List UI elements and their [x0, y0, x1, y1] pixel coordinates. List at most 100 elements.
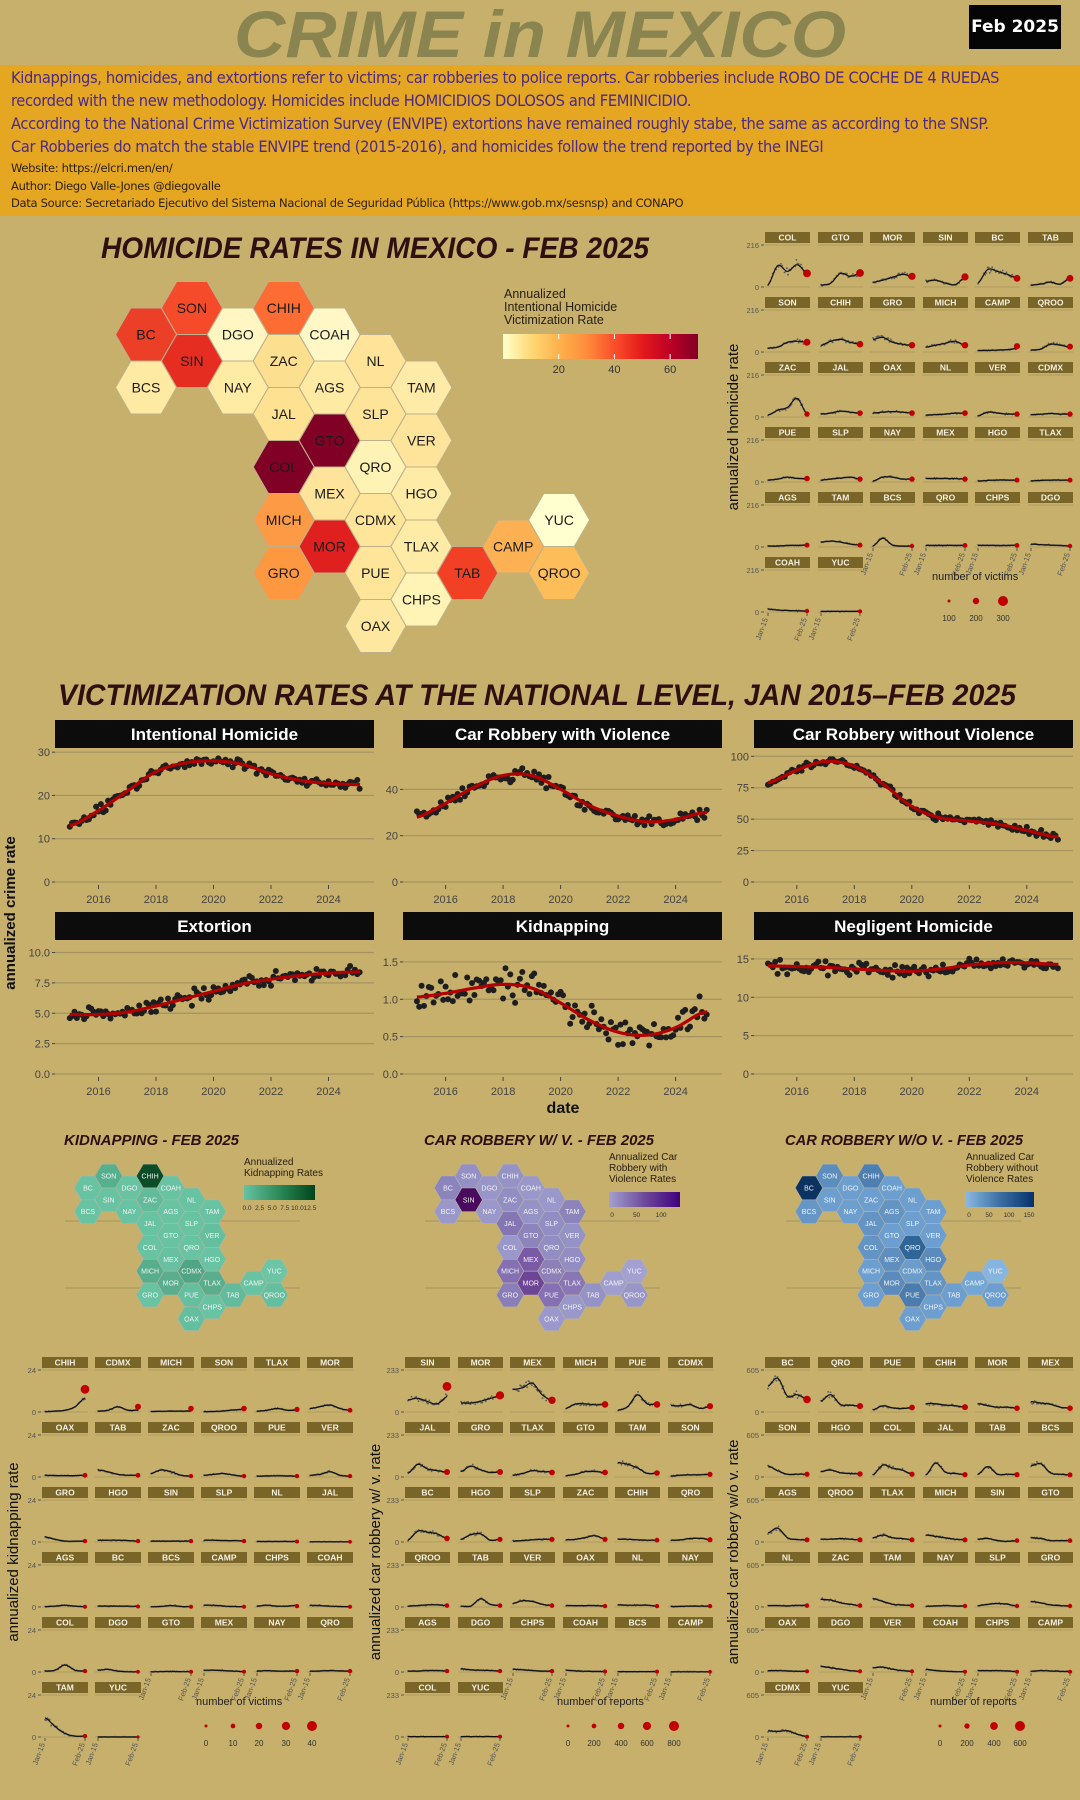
y-tick-label: 0 — [755, 478, 759, 487]
latest-value-dot — [497, 1668, 503, 1674]
facet-strip-label: NL — [940, 363, 951, 373]
facet-strip — [42, 1422, 88, 1433]
trend-line — [203, 1604, 245, 1608]
state-hex-chih[interactable]: CHIH — [252, 281, 315, 335]
facet-strip — [148, 1552, 194, 1563]
state-hex-tab[interactable]: TAB — [436, 546, 499, 600]
data-point — [415, 1395, 418, 1398]
data-point — [430, 1470, 433, 1473]
facet-panel-oax: OAX — [870, 362, 915, 418]
facet-panel-mich: MICH — [923, 1487, 968, 1543]
facet-panel-pue: PUE — [254, 1422, 300, 1479]
x-tick-label: Feb-25 — [1055, 552, 1072, 577]
y-tick-label: 0 — [32, 1603, 36, 1612]
y-tick-label: 0 — [755, 1408, 759, 1417]
trend-line — [872, 273, 913, 283]
facet-strip — [148, 1357, 194, 1368]
state-hex-zac[interactable]: ZAC — [252, 334, 315, 388]
facet-strip-label: VER — [989, 363, 1006, 373]
facet-strip — [42, 1357, 88, 1368]
facet-panel-slp: SLP — [510, 1487, 555, 1543]
facet-strip-label: CHIH — [627, 1488, 648, 1498]
facet-strip — [254, 1552, 300, 1563]
state-hex-col[interactable]: COL — [252, 440, 315, 494]
facet-strip-label: HGO — [831, 1423, 851, 1433]
y-tick-label: 0 — [755, 1473, 759, 1482]
state-hex-hgo[interactable]: HGO — [390, 466, 453, 521]
latest-value-dot — [188, 1538, 194, 1544]
latest-value-dot — [909, 1471, 915, 1477]
state-label: HGO — [405, 486, 437, 502]
state-hex-mich[interactable]: MICH — [252, 493, 315, 547]
state-label: SIN — [180, 353, 203, 369]
data-point — [831, 341, 834, 344]
facet-strip — [923, 427, 968, 438]
state-label: NAY — [224, 380, 252, 396]
trend-line — [98, 1539, 138, 1542]
state-hex-nay[interactable]: NAY — [206, 360, 269, 415]
data-point — [424, 1398, 427, 1401]
latest-value-dot — [962, 1537, 968, 1543]
facet-panel-tlax: TLAX — [870, 1487, 915, 1543]
data-point — [518, 1390, 520, 1393]
trend-line — [820, 1469, 861, 1475]
data-point — [800, 263, 802, 266]
facet-strip-label: GRO — [883, 298, 903, 308]
trend-line — [872, 411, 913, 414]
data-point — [637, 1391, 639, 1393]
state-label: BCS — [132, 380, 161, 396]
state-label: COAH — [309, 327, 349, 343]
data-point — [893, 277, 896, 280]
state-label: DGO — [222, 327, 254, 343]
state-hex-coah[interactable]: COAH — [298, 307, 361, 362]
data-point — [1001, 269, 1004, 272]
facet-panel-dgo: DGO — [95, 1617, 141, 1674]
data-point — [481, 1401, 484, 1404]
latest-value-dot — [602, 1536, 608, 1542]
facet-strip-label: HGO — [988, 428, 1008, 438]
state-hex-tlax[interactable]: TLAX — [390, 519, 453, 574]
data-point — [474, 1403, 477, 1405]
facet-strip-label: CAMP — [678, 1618, 703, 1628]
state-hex-chps[interactable]: CHPS — [390, 572, 453, 627]
state-label: MOR — [313, 539, 346, 555]
facet-panel-son: SON — [668, 1422, 713, 1478]
facet-strip-label: DGO — [108, 1618, 128, 1628]
facet-strip-label: QRO — [831, 1358, 851, 1368]
facet-panel-qroo: QROO — [1028, 297, 1073, 353]
homicide-map-title: HOMICIDE RATES IN MEXICO - FEB 2025 — [101, 232, 650, 265]
facet-panel-col: COL — [870, 1422, 915, 1478]
state-hex-bcs[interactable]: BCS — [114, 360, 178, 415]
facet-strip — [923, 362, 968, 373]
latest-value-dot — [1066, 274, 1074, 282]
x-tick-label: Feb-25 — [695, 1677, 712, 1702]
latest-value-dot — [961, 342, 969, 349]
latest-value-dot — [497, 1603, 503, 1608]
state-hex-tam[interactable]: TAM — [390, 360, 453, 415]
latest-value-dot — [1067, 543, 1073, 549]
state-label: TAB — [454, 565, 480, 581]
state-hex-camp[interactable]: CAMP — [482, 519, 545, 574]
facet-panel-cdmx: CDMX — [95, 1357, 141, 1413]
trend-line — [820, 272, 861, 286]
trend-line — [978, 479, 1017, 482]
state-hex-yuc[interactable]: YUC — [528, 493, 591, 547]
facet-strip-label: SIN — [164, 1488, 178, 1498]
latest-value-dot — [654, 1470, 660, 1476]
facet-panel-qro: QRO — [668, 1487, 713, 1543]
facet-panel-tam: TAM — [615, 1422, 660, 1478]
size-legend-label: 30 — [282, 1739, 291, 1748]
facet-strip-label: JAL — [832, 363, 848, 373]
latest-value-dot — [653, 1401, 661, 1408]
state-hex-gro[interactable]: GRO — [252, 546, 315, 600]
state-hex-qroo[interactable]: QROO — [528, 546, 591, 600]
facet-strip — [765, 297, 810, 308]
facet-strip — [201, 1422, 247, 1433]
